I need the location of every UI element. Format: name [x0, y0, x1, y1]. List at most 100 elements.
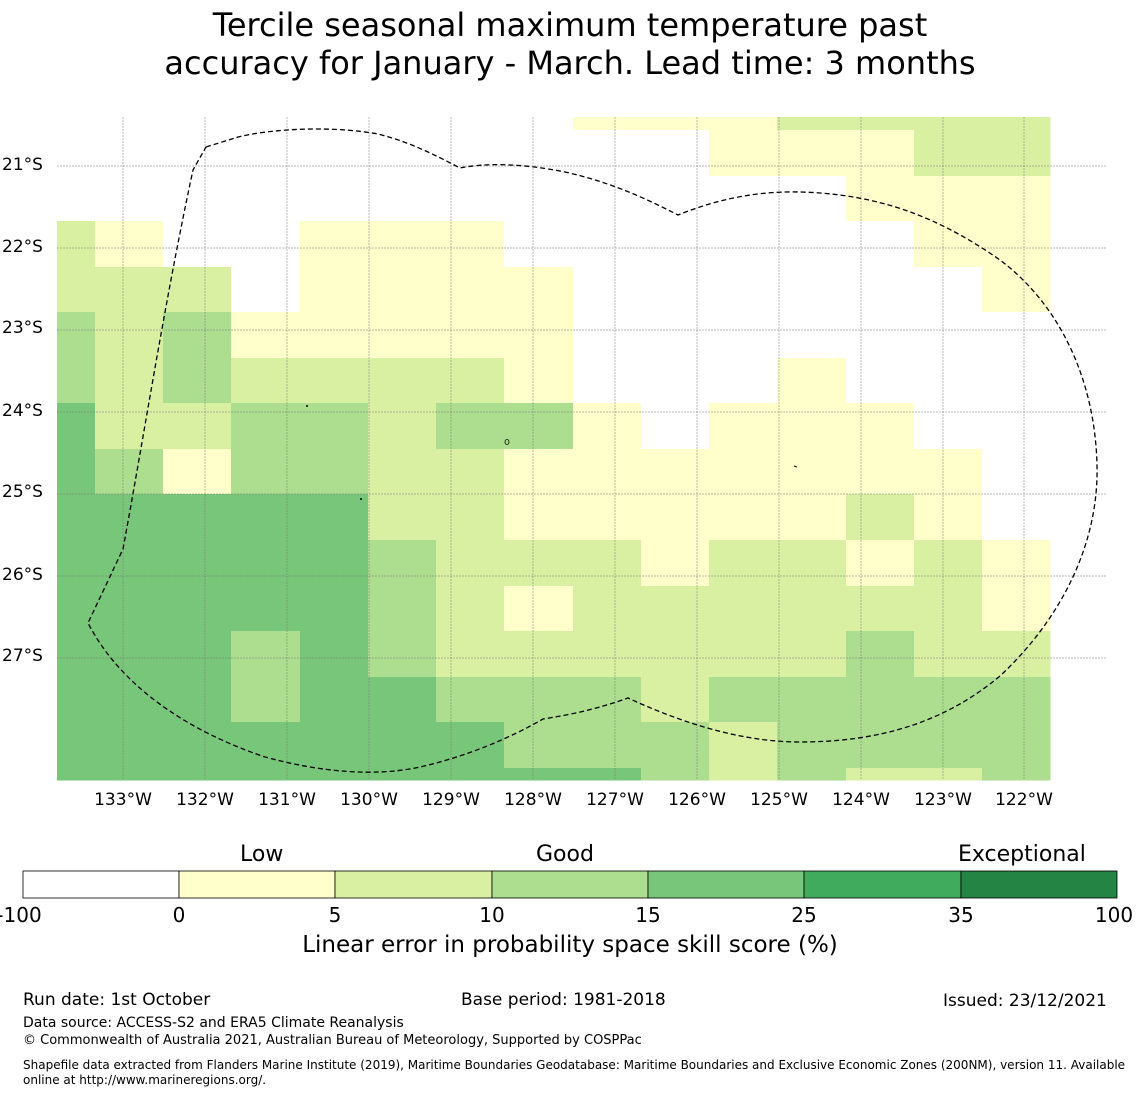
grid-cell — [846, 449, 915, 495]
grid-cell — [57, 176, 96, 222]
grid-cell — [573, 449, 642, 495]
grid-cell — [982, 403, 1051, 450]
grid-cell — [163, 722, 232, 769]
grid-cell — [95, 403, 164, 450]
lon-label: 130°W — [340, 790, 398, 810]
lon-label: 127°W — [586, 790, 644, 810]
grid-cell — [95, 677, 164, 723]
grid-cell — [57, 768, 96, 781]
island-marker — [360, 498, 362, 500]
grid-cell — [709, 494, 778, 541]
grid-cell — [641, 722, 710, 769]
colorbar-tick: 0 — [172, 903, 186, 927]
grid-cell — [914, 449, 983, 495]
grid-cell — [57, 494, 96, 541]
grid-cell — [777, 722, 847, 769]
grid-cell — [231, 312, 301, 359]
grid-cell — [641, 677, 710, 723]
grid-cell — [436, 176, 505, 222]
grid-cell — [777, 449, 847, 495]
grid-cell — [436, 267, 505, 313]
grid-cell — [641, 221, 710, 268]
grid-cell — [231, 586, 301, 632]
lat-label: 27°S — [2, 646, 43, 666]
grid-cell — [982, 631, 1051, 678]
copyright: © Commonwealth of Australia 2021, Austra… — [23, 1033, 642, 1048]
grid-cell — [436, 677, 505, 723]
data-source: Data source: ACCESS-S2 and ERA5 Climate … — [23, 1015, 404, 1031]
grid-cell — [368, 722, 437, 769]
grid-cell — [368, 130, 437, 177]
grid-cell — [504, 631, 574, 678]
grid-cell — [436, 768, 505, 781]
grid-cell — [573, 312, 642, 359]
grid-cell — [57, 358, 96, 404]
lon-label: 129°W — [422, 790, 480, 810]
grid-cell — [914, 403, 983, 450]
grid-cell — [231, 768, 301, 781]
grid-cell — [846, 117, 915, 131]
grid-cell — [57, 312, 96, 359]
grid-cell — [368, 267, 437, 313]
grid-cell — [641, 130, 710, 177]
grid-cell — [777, 403, 847, 450]
grid-cell — [709, 722, 778, 769]
grid-cell — [95, 117, 164, 131]
grid-cell — [777, 494, 847, 541]
grid-cell — [436, 722, 505, 769]
lon-label: 132°W — [176, 790, 234, 810]
grid-cell — [504, 358, 574, 404]
grid-cell — [982, 130, 1051, 177]
grid-cell — [777, 117, 847, 131]
grid-cell — [163, 631, 232, 678]
grid-cell — [573, 768, 642, 781]
grid-cell — [982, 267, 1051, 313]
colorbar-swatch — [647, 870, 805, 899]
grid-cell — [846, 312, 915, 359]
grid-cell — [846, 130, 915, 177]
grid-cell — [982, 677, 1051, 723]
lat-label: 22°S — [2, 237, 43, 257]
grid-cell — [300, 449, 369, 495]
run-date: Run date: 1st October — [23, 990, 211, 1010]
grid-cell — [436, 540, 505, 587]
grid-cell — [709, 677, 778, 723]
grid-cell — [231, 631, 301, 678]
grid-cell — [709, 267, 778, 313]
grid-cell — [777, 677, 847, 723]
grid-cell — [641, 540, 710, 587]
grid-cell — [641, 403, 710, 450]
grid-cell — [914, 540, 983, 587]
grid-cell — [982, 176, 1051, 222]
grid-cell — [57, 221, 96, 268]
grid-cell — [777, 130, 847, 177]
grid-cell — [436, 631, 505, 678]
grid-cell — [641, 768, 710, 781]
colorbar-swatch — [22, 870, 180, 899]
grid-cell — [982, 449, 1051, 495]
grid-cell — [504, 494, 574, 541]
grid-cell — [914, 176, 983, 222]
category-low: Low — [240, 842, 284, 867]
grid-cell — [846, 403, 915, 450]
colorbar-tick: 10 — [479, 903, 505, 927]
island-marker — [793, 465, 798, 468]
grid-cell — [914, 677, 983, 723]
grid-cell — [982, 117, 1051, 131]
grid-cell — [368, 540, 437, 587]
grid-cell — [436, 130, 505, 177]
grid-cell — [95, 540, 164, 587]
grid-cell — [573, 540, 642, 587]
grid-cell — [57, 449, 96, 495]
grid-cell — [436, 312, 505, 359]
lon-label: 128°W — [504, 790, 562, 810]
base-period: Base period: 1981-2018 — [461, 990, 666, 1010]
grid-cell — [914, 117, 983, 131]
grid-cell — [163, 221, 232, 268]
eez-boundary — [87, 128, 1098, 773]
grid-cell — [914, 586, 983, 632]
grid-cell — [846, 221, 915, 268]
grid-cell — [846, 768, 915, 781]
lat-label: 23°S — [2, 318, 43, 338]
grid-cell — [163, 540, 232, 587]
